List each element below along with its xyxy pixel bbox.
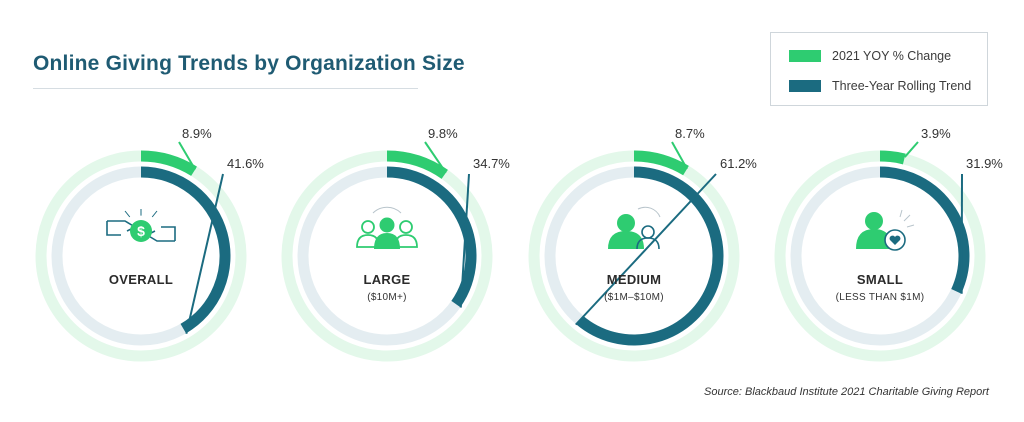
legend-swatch-trend [789, 80, 821, 92]
legend-label-yoy: 2021 YOY % Change [832, 49, 952, 63]
spark-line [906, 224, 915, 228]
person-heart-icon [856, 209, 915, 251]
category-label: SMALL [857, 272, 903, 287]
radial-group-overall: 8.9% 41.6% $ OVERALL [35, 126, 264, 362]
category-label: OVERALL [109, 272, 173, 287]
trend-value-label: 31.9% [966, 156, 1003, 171]
legend-item-trend: Three-Year Rolling Trend [789, 79, 971, 93]
radial-group-medium: 8.7% 61.2% MEDIUM ($1M–$10M) [528, 126, 757, 362]
heart-icon [889, 235, 901, 245]
yoy-arc [633, 150, 689, 176]
chart-title: Online Giving Trends by Organization Siz… [33, 52, 465, 75]
outer-track [281, 150, 493, 362]
trend-arc [386, 166, 477, 308]
coin [130, 220, 152, 242]
trend-leader [459, 173, 470, 308]
legend: 2021 YOY % Change Three-Year Rolling Tre… [770, 32, 988, 106]
person-head [865, 212, 883, 230]
two-people-icon [608, 206, 661, 250]
halo-arc [637, 206, 661, 218]
trend-leader [575, 173, 717, 326]
person-head-center [379, 217, 395, 233]
person-body-big [608, 231, 644, 249]
dollar-sign: $ [137, 223, 145, 239]
yoy-value-label: 9.8% [428, 126, 458, 141]
radial-group-large: 9.8% 34.7% LARGE ($10M+) [281, 126, 510, 362]
category-sublabel: ($10M+) [367, 292, 407, 303]
group-people-icon [356, 206, 418, 249]
category-sublabel: (LESS THAN $1M) [836, 292, 925, 303]
yoy-leader [178, 141, 196, 171]
source-note: Source: Blackbaud Institute 2021 Charita… [704, 386, 989, 398]
category-label: MEDIUM [607, 272, 662, 287]
yoy-value-label: 8.9% [182, 126, 212, 141]
spark-line [903, 214, 911, 222]
legend-item-yoy: 2021 YOY % Change [789, 49, 951, 63]
trend-value-label: 41.6% [227, 156, 264, 171]
person-body-small [636, 237, 660, 250]
yoy-leader [903, 141, 919, 158]
yoy-value-label: 8.7% [675, 126, 705, 141]
spark-line [899, 209, 903, 218]
outer-track [774, 150, 986, 362]
category-label: LARGE [364, 272, 411, 287]
radial-group-small: 3.9% 31.9% SMALL (LESS THAN $1M) [774, 126, 1003, 362]
person-body-center [374, 233, 400, 249]
category-sublabel: ($1M–$10M) [604, 292, 664, 303]
yoy-leader [671, 141, 688, 170]
legend-swatch-yoy [789, 50, 821, 62]
person-head-small [641, 225, 655, 239]
person-head [399, 220, 413, 234]
trend-value-label: 34.7% [473, 156, 510, 171]
person-body [856, 229, 892, 249]
trend-leader [185, 173, 224, 334]
yoy-arc [140, 150, 197, 176]
outer-track [35, 150, 247, 362]
spark-line [124, 210, 131, 218]
title-divider [33, 88, 418, 89]
yoy-arc [386, 150, 448, 179]
yoy-arc [879, 150, 906, 165]
legend-label-trend: Three-Year Rolling Trend [832, 79, 972, 93]
trend-arc [140, 166, 231, 334]
person-head-big [617, 214, 635, 232]
yoy-leader [424, 141, 447, 174]
halo-arc [372, 206, 402, 214]
spark-line [151, 210, 158, 218]
hands-money-icon: $ [106, 209, 176, 242]
person-head [361, 220, 375, 234]
trend-arc [576, 166, 724, 346]
yoy-value-label: 3.9% [921, 126, 951, 141]
trend-value-label: 61.2% [720, 156, 757, 171]
trend-arc [879, 166, 970, 294]
